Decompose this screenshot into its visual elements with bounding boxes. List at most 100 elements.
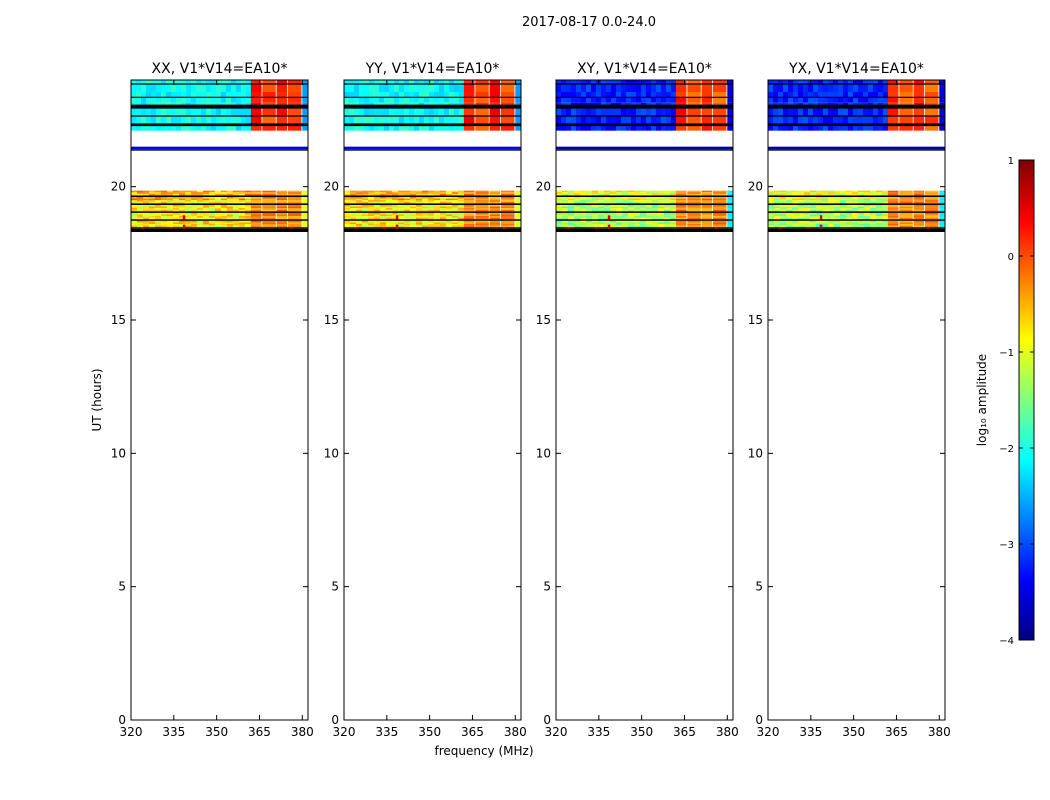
heatmap-cell bbox=[349, 217, 357, 220]
heatmap-cell bbox=[361, 193, 369, 196]
heatmap-cell bbox=[226, 216, 234, 218]
heatmap-cell bbox=[899, 224, 913, 226]
heatmap-cell bbox=[857, 92, 864, 98]
heatmap-cell bbox=[190, 217, 198, 220]
heatmap-cell bbox=[501, 212, 515, 215]
heatmap-cell bbox=[202, 190, 210, 193]
heatmap-cell bbox=[603, 217, 611, 220]
heatmap-cell bbox=[832, 84, 839, 92]
heatmap-cell bbox=[185, 84, 192, 92]
heatmap-cell bbox=[344, 222, 351, 225]
heatmap-cell bbox=[421, 204, 429, 207]
heatmap-cell bbox=[175, 124, 182, 131]
heatmap-cell bbox=[262, 84, 276, 92]
heatmap-cell bbox=[556, 92, 562, 98]
heatmap-cell bbox=[501, 225, 515, 228]
heatmap-cell bbox=[713, 124, 727, 131]
heatmap-cell bbox=[276, 201, 288, 204]
heatmap-cell bbox=[344, 97, 350, 103]
heatmap-cell bbox=[178, 220, 186, 223]
rfi-spike bbox=[607, 224, 611, 229]
heatmap-cell bbox=[232, 212, 240, 215]
heatmap-cell bbox=[463, 204, 475, 207]
heatmap-cell bbox=[445, 208, 453, 210]
heatmap-cell bbox=[768, 220, 775, 223]
heatmap-cell bbox=[567, 217, 575, 220]
heatmap-cell bbox=[418, 124, 425, 131]
heatmap-cell bbox=[802, 92, 809, 98]
heatmap-cell bbox=[457, 217, 465, 220]
heatmap-cell bbox=[675, 204, 687, 207]
heatmap-cell bbox=[403, 192, 411, 194]
heatmap-cell bbox=[713, 197, 727, 199]
heatmap-cell bbox=[615, 206, 623, 209]
heatmap-cell bbox=[579, 190, 587, 193]
heatmap-cell bbox=[367, 206, 375, 209]
heatmap-cell bbox=[403, 204, 411, 207]
heatmap-cell bbox=[244, 224, 252, 226]
flag-line bbox=[131, 203, 308, 205]
heatmap-cell bbox=[573, 222, 581, 225]
heatmap-cell bbox=[939, 209, 945, 212]
heatmap-cell bbox=[262, 206, 276, 209]
heatmap-cell bbox=[348, 124, 355, 131]
heatmap-cell bbox=[573, 192, 581, 194]
heatmap-cell bbox=[857, 201, 865, 204]
heatmap-cell bbox=[585, 201, 593, 204]
heatmap-cell bbox=[202, 204, 210, 207]
heatmap-cell bbox=[427, 192, 435, 194]
heatmap-cell bbox=[609, 214, 617, 217]
heatmap-cell bbox=[160, 124, 167, 131]
heatmap-cell bbox=[779, 216, 787, 218]
heatmap-cell bbox=[595, 97, 602, 103]
heatmap-cell bbox=[833, 217, 841, 220]
heatmap-cell bbox=[839, 208, 847, 210]
heatmap-cell bbox=[675, 108, 687, 116]
flag-line bbox=[344, 195, 521, 198]
heatmap-cell bbox=[701, 206, 713, 209]
heatmap-cell bbox=[727, 222, 733, 225]
heatmap-cell bbox=[131, 225, 138, 228]
flag-line bbox=[131, 227, 308, 229]
heatmap-cell bbox=[809, 225, 817, 228]
heatmap-cell bbox=[899, 208, 913, 210]
heatmap-cell bbox=[457, 222, 465, 225]
heatmap-cell bbox=[882, 92, 889, 98]
heatmap-cell bbox=[172, 209, 180, 212]
heatmap-cell bbox=[797, 224, 805, 226]
heatmap-cell bbox=[463, 206, 475, 209]
heatmap-cell bbox=[785, 197, 793, 199]
heatmap-cell bbox=[842, 124, 849, 131]
heatmap-cell bbox=[785, 212, 793, 215]
heatmap-cell bbox=[379, 200, 387, 202]
heatmap-cell bbox=[768, 209, 775, 212]
heatmap-cell bbox=[713, 225, 727, 228]
heatmap-cell bbox=[344, 214, 351, 217]
heatmap-cell bbox=[857, 224, 865, 226]
heatmap-cell bbox=[385, 190, 393, 193]
heatmap-cell bbox=[501, 80, 515, 84]
heatmap-cell bbox=[833, 206, 841, 209]
heatmap-cell bbox=[797, 206, 805, 209]
heatmap-cell bbox=[184, 212, 192, 215]
heatmap-cell bbox=[657, 192, 665, 194]
heatmap-cell bbox=[427, 208, 435, 210]
colorbar-tick-label: −2 bbox=[999, 444, 1014, 455]
heatmap-cell bbox=[457, 204, 465, 207]
heatmap-cell bbox=[797, 92, 804, 98]
heatmap-cell bbox=[875, 198, 883, 201]
flag-line bbox=[556, 227, 733, 229]
heatmap-cell bbox=[603, 200, 611, 202]
heatmap-cell bbox=[600, 97, 607, 103]
heatmap-cell bbox=[777, 108, 784, 116]
heatmap-cell bbox=[463, 222, 475, 225]
data-gap bbox=[556, 150, 733, 191]
heatmap-cell bbox=[160, 197, 168, 199]
heatmap-cell bbox=[154, 206, 162, 209]
y-tick-label: 10 bbox=[111, 446, 126, 460]
heatmap-cell bbox=[276, 222, 288, 225]
heatmap-cell bbox=[847, 116, 854, 124]
heatmap-cell bbox=[288, 192, 302, 194]
heatmap-cell bbox=[136, 206, 144, 209]
heatmap-cell bbox=[205, 84, 212, 92]
